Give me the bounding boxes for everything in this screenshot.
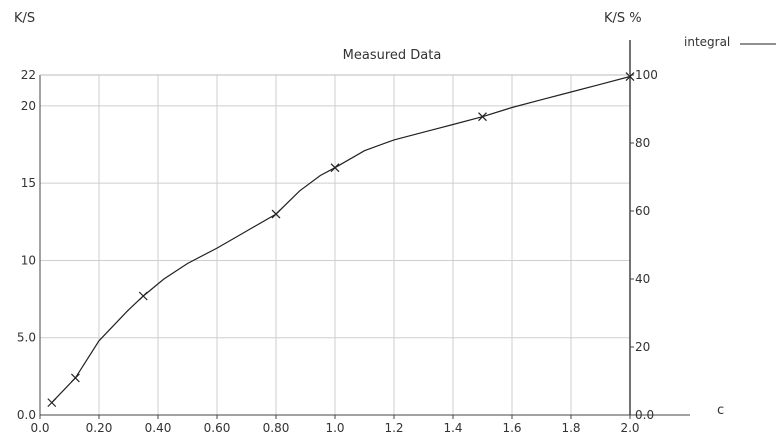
x-tick-label: 0.80 bbox=[263, 421, 290, 435]
marker-stroke bbox=[70, 373, 80, 383]
data-point-marker bbox=[625, 72, 635, 81]
x-tick-label: 2.0 bbox=[620, 421, 639, 435]
y-left-tick-label: 22 bbox=[21, 68, 36, 82]
data-point-marker bbox=[70, 373, 80, 383]
x-tick-label: 0.40 bbox=[145, 421, 172, 435]
x-tick-label: 1.0 bbox=[325, 421, 344, 435]
series-line bbox=[51, 75, 631, 404]
x-axis-label: c bbox=[717, 403, 724, 418]
x-tick-label: 0.20 bbox=[86, 421, 113, 435]
data-point-marker bbox=[330, 163, 340, 173]
x-tick-label: 1.2 bbox=[384, 421, 403, 435]
data-point-marker bbox=[271, 209, 281, 219]
y-left-tick-label: 5.0 bbox=[17, 331, 36, 345]
axes bbox=[39, 40, 690, 416]
y-left-axis-label: K/S bbox=[14, 11, 35, 26]
legend-label: integral bbox=[684, 35, 730, 49]
y-right-axis-label: K/S % bbox=[604, 11, 642, 26]
y-left-tick-label: 0.0 bbox=[17, 408, 36, 422]
y-right-tick-label: 100 bbox=[635, 68, 658, 82]
marker-stroke bbox=[625, 72, 635, 81]
y-left-tick-label: 15 bbox=[21, 176, 36, 190]
y-left-tick-label: 20 bbox=[21, 99, 36, 113]
x-tick-label: 1.4 bbox=[443, 421, 462, 435]
marker-stroke bbox=[330, 163, 340, 173]
x-tick-label: 0.60 bbox=[204, 421, 231, 435]
marker-stroke bbox=[478, 112, 487, 122]
data-point-marker bbox=[47, 398, 57, 408]
chart-title: Measured Data bbox=[343, 48, 442, 63]
y-right-tick-label: 40 bbox=[635, 272, 650, 286]
series-markers bbox=[47, 72, 635, 408]
tick-labels: 0.0 0.20 0.40 0.60 0.80 1.0 1.2 1.4 1.6 1.8 2.00.0… bbox=[17, 68, 658, 435]
marker-stroke bbox=[138, 291, 148, 301]
y-right-tick-label: 20 bbox=[635, 340, 650, 354]
y-right-tick-label: 0.0 bbox=[635, 408, 654, 422]
x-tick-label: 0.0 bbox=[30, 421, 49, 435]
marker-stroke bbox=[47, 398, 57, 408]
data-point-marker bbox=[478, 112, 487, 122]
y-left-tick-label: 10 bbox=[21, 253, 36, 267]
x-tick-label: 1.6 bbox=[502, 421, 521, 435]
grid bbox=[40, 75, 630, 415]
marker-stroke bbox=[271, 209, 281, 219]
data-point-marker bbox=[138, 291, 148, 301]
series-integral bbox=[51, 75, 631, 404]
y-right-tick-label: 60 bbox=[635, 204, 650, 218]
x-tick-label: 1.8 bbox=[561, 421, 580, 435]
y-right-tick-label: 80 bbox=[635, 136, 650, 150]
